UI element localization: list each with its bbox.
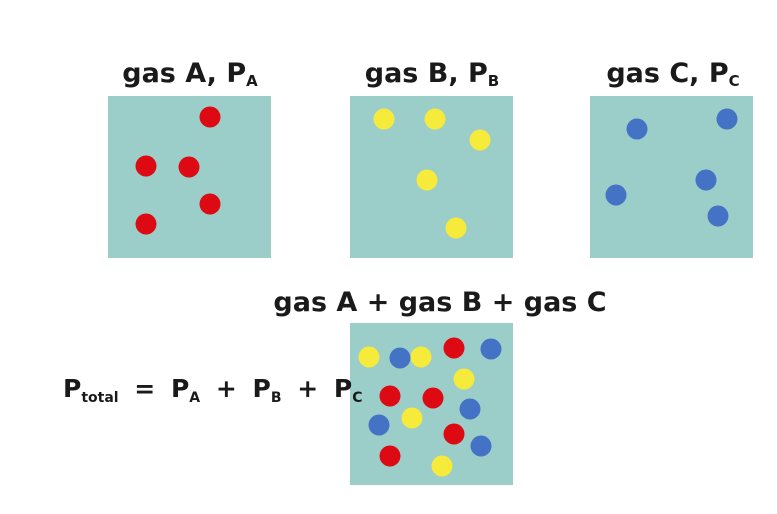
- label-gas-c-text: gas C, P: [606, 58, 729, 89]
- label-gas-c-subscript: C: [728, 72, 740, 90]
- box-gas-c: [590, 96, 753, 258]
- blue-gas-particle: [707, 205, 729, 227]
- red-gas-particle: [379, 385, 401, 407]
- eq-p-total: P: [63, 374, 82, 403]
- eq-sub-total: total: [81, 390, 119, 406]
- red-gas-particle: [199, 106, 221, 128]
- blue-gas-particle: [470, 435, 492, 457]
- label-gas-mix-text: gas A + gas B + gas C: [273, 287, 607, 318]
- yellow-gas-particle: [401, 407, 423, 429]
- label-gas-mix: gas A + gas B + gas C: [273, 289, 606, 316]
- yellow-gas-particle: [424, 108, 446, 130]
- blue-gas-particle: [695, 169, 717, 191]
- blue-gas-particle: [368, 414, 390, 436]
- red-gas-particle: [379, 445, 401, 467]
- yellow-gas-particle: [445, 217, 467, 239]
- red-gas-particle: [135, 213, 157, 235]
- yellow-gas-particle: [358, 346, 380, 368]
- box-gas-a: [108, 96, 271, 258]
- label-gas-b-text: gas B, P: [364, 58, 488, 89]
- eq-plus-2: +: [297, 374, 319, 403]
- label-gas-a-text: gas A, P: [122, 58, 247, 89]
- eq-sub-a: A: [189, 390, 201, 406]
- blue-gas-particle: [459, 398, 481, 420]
- eq-p-a: P: [170, 374, 190, 403]
- yellow-gas-particle: [431, 455, 453, 477]
- yellow-gas-particle: [373, 108, 395, 130]
- eq-plus-1: +: [215, 374, 237, 403]
- blue-gas-particle: [389, 347, 411, 369]
- eq-p-b: P: [252, 374, 271, 403]
- box-gas-mix: [350, 323, 513, 485]
- yellow-gas-particle: [416, 169, 438, 191]
- red-gas-particle: [443, 337, 465, 359]
- yellow-gas-particle: [453, 368, 475, 390]
- red-gas-particle: [422, 387, 444, 409]
- red-gas-particle: [135, 155, 157, 177]
- yellow-gas-particle: [410, 346, 432, 368]
- label-gas-c: gas C, PC: [606, 60, 739, 89]
- red-gas-particle: [443, 423, 465, 445]
- label-gas-a: gas A, PA: [122, 60, 257, 89]
- eq-p-c: P: [333, 374, 353, 403]
- red-gas-particle: [178, 156, 200, 178]
- partial-pressure-equation: Ptotal = PA + PB + PC: [63, 376, 363, 405]
- label-gas-a-subscript: A: [246, 72, 258, 90]
- eq-equals: =: [134, 374, 156, 403]
- eq-sub-b: B: [270, 390, 282, 406]
- blue-gas-particle: [716, 108, 738, 130]
- label-gas-b-subscript: B: [487, 72, 500, 90]
- red-gas-particle: [199, 193, 221, 215]
- blue-gas-particle: [605, 184, 627, 206]
- eq-sub-c: C: [352, 390, 363, 406]
- label-gas-b: gas B, PB: [365, 60, 499, 89]
- blue-gas-particle: [480, 338, 502, 360]
- box-gas-b: [350, 96, 513, 258]
- blue-gas-particle: [626, 118, 648, 140]
- yellow-gas-particle: [469, 129, 491, 151]
